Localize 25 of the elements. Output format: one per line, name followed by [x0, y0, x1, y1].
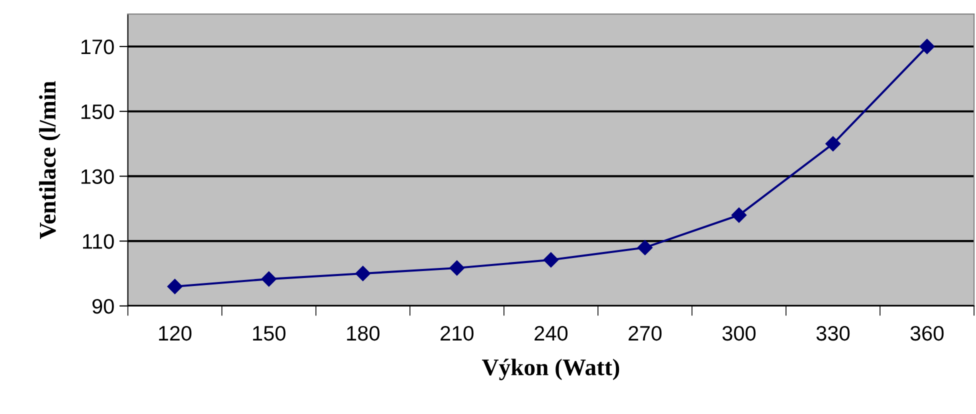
y-axis-title: Ventilace (l/min: [39, 81, 60, 239]
x-tick-label: 240: [534, 326, 568, 341]
point: [731, 208, 747, 223]
x-tick-label: 330: [816, 326, 850, 341]
x-tick-label: 180: [347, 326, 380, 341]
x-tick-label: 120: [159, 326, 192, 341]
x-tick-label: 150: [253, 326, 286, 341]
x-tick-label: 210: [440, 326, 474, 341]
point: [355, 266, 370, 282]
x-tick-label: 300: [722, 326, 756, 341]
point: [167, 278, 182, 294]
y-tick-label: 130: [81, 169, 114, 184]
y-tick-label: 90: [92, 298, 114, 314]
point: [543, 252, 559, 268]
y-tick-label: 110: [83, 234, 114, 249]
point: [637, 240, 653, 256]
point: [261, 271, 276, 287]
y-tick-label: 170: [81, 40, 114, 54]
y-tick-label: 150: [81, 104, 114, 120]
point: [825, 136, 841, 152]
point: [449, 260, 464, 276]
x-axis-title: Výkon (Watt): [482, 358, 620, 380]
point: [919, 38, 935, 54]
x-tick-label: 270: [628, 326, 662, 341]
x-tick-label: 360: [910, 326, 944, 341]
